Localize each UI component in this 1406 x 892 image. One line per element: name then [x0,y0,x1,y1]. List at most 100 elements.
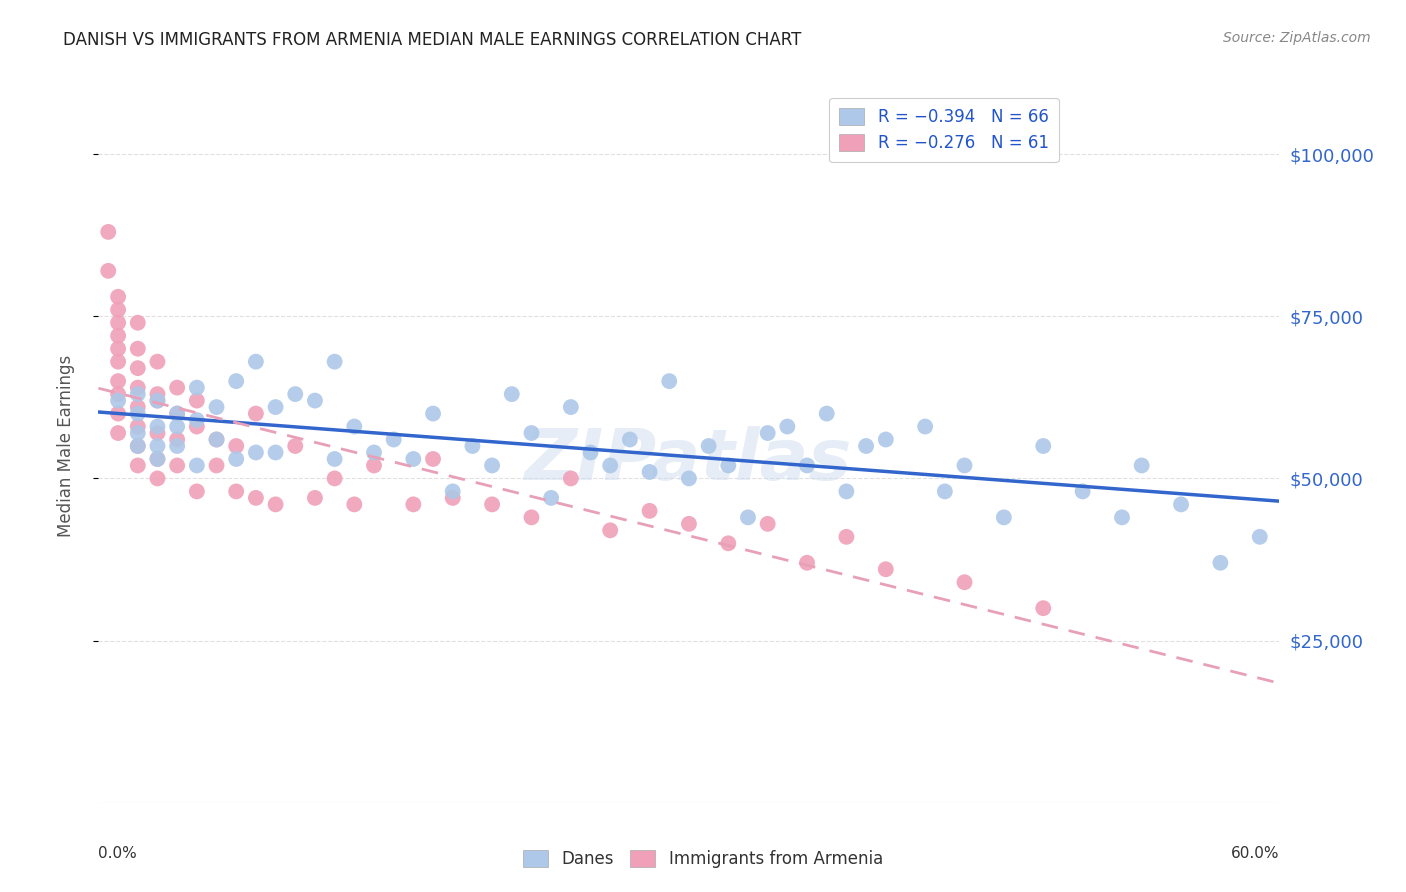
Point [481,458,503,473]
Point [127,361,149,376]
Point [146,439,169,453]
Y-axis label: Median Male Earnings: Median Male Earnings [56,355,75,537]
Point [146,354,169,368]
Point [422,407,444,421]
Text: Source: ZipAtlas.com: Source: ZipAtlas.com [1223,31,1371,45]
Point [441,491,464,505]
Point [343,419,366,434]
Point [245,354,267,368]
Point [815,407,838,421]
Text: 60.0%: 60.0% [1232,846,1279,861]
Point [146,393,169,408]
Point [678,516,700,531]
Point [520,510,543,524]
Point [205,400,228,414]
Point [540,491,562,505]
Point [107,393,129,408]
Point [245,407,267,421]
Point [146,393,169,408]
Point [717,536,740,550]
Point [225,374,247,388]
Point [461,439,484,453]
Point [323,471,346,485]
Point [737,510,759,524]
Point [146,419,169,434]
Point [107,328,129,343]
Legend: R = −0.394   N = 66, R = −0.276   N = 61: R = −0.394 N = 66, R = −0.276 N = 61 [830,97,1059,162]
Point [934,484,956,499]
Text: ZIPatlas: ZIPatlas [526,425,852,495]
Point [304,491,326,505]
Point [127,439,149,453]
Point [304,393,326,408]
Point [1032,439,1054,453]
Point [127,387,149,401]
Point [481,497,503,511]
Point [127,419,149,434]
Point [756,425,779,440]
Point [1071,484,1094,499]
Point [166,439,188,453]
Point [323,452,346,467]
Point [678,471,700,485]
Point [166,419,188,434]
Point [264,400,287,414]
Point [127,439,149,453]
Point [186,393,208,408]
Point [166,381,188,395]
Point [855,439,877,453]
Point [284,387,307,401]
Point [107,342,129,356]
Point [146,452,169,467]
Point [284,439,307,453]
Point [127,316,149,330]
Point [875,562,897,576]
Point [107,290,129,304]
Point [717,458,740,473]
Point [186,484,208,499]
Point [756,516,779,531]
Point [1249,530,1271,544]
Point [127,381,149,395]
Point [422,452,444,467]
Point [166,433,188,447]
Point [402,452,425,467]
Point [343,497,366,511]
Text: DANISH VS IMMIGRANTS FROM ARMENIA MEDIAN MALE EARNINGS CORRELATION CHART: DANISH VS IMMIGRANTS FROM ARMENIA MEDIAN… [63,31,801,49]
Point [225,439,247,453]
Point [560,471,582,485]
Point [323,354,346,368]
Point [363,458,385,473]
Point [796,556,818,570]
Point [225,484,247,499]
Point [599,458,621,473]
Point [107,354,129,368]
Point [127,425,149,440]
Point [107,425,129,440]
Text: 0.0%: 0.0% [98,846,138,861]
Point [146,452,169,467]
Point [776,419,799,434]
Point [127,342,149,356]
Point [382,433,405,447]
Point [441,484,464,499]
Point [127,458,149,473]
Point [363,445,385,459]
Point [520,425,543,440]
Point [264,445,287,459]
Point [186,381,208,395]
Point [107,374,129,388]
Point [245,491,267,505]
Point [97,264,120,278]
Point [875,433,897,447]
Point [186,413,208,427]
Legend: Danes, Immigrants from Armenia: Danes, Immigrants from Armenia [516,843,890,875]
Point [1111,510,1133,524]
Point [619,433,641,447]
Point [205,458,228,473]
Point [560,400,582,414]
Point [166,458,188,473]
Point [1032,601,1054,615]
Point [107,302,129,317]
Point [186,419,208,434]
